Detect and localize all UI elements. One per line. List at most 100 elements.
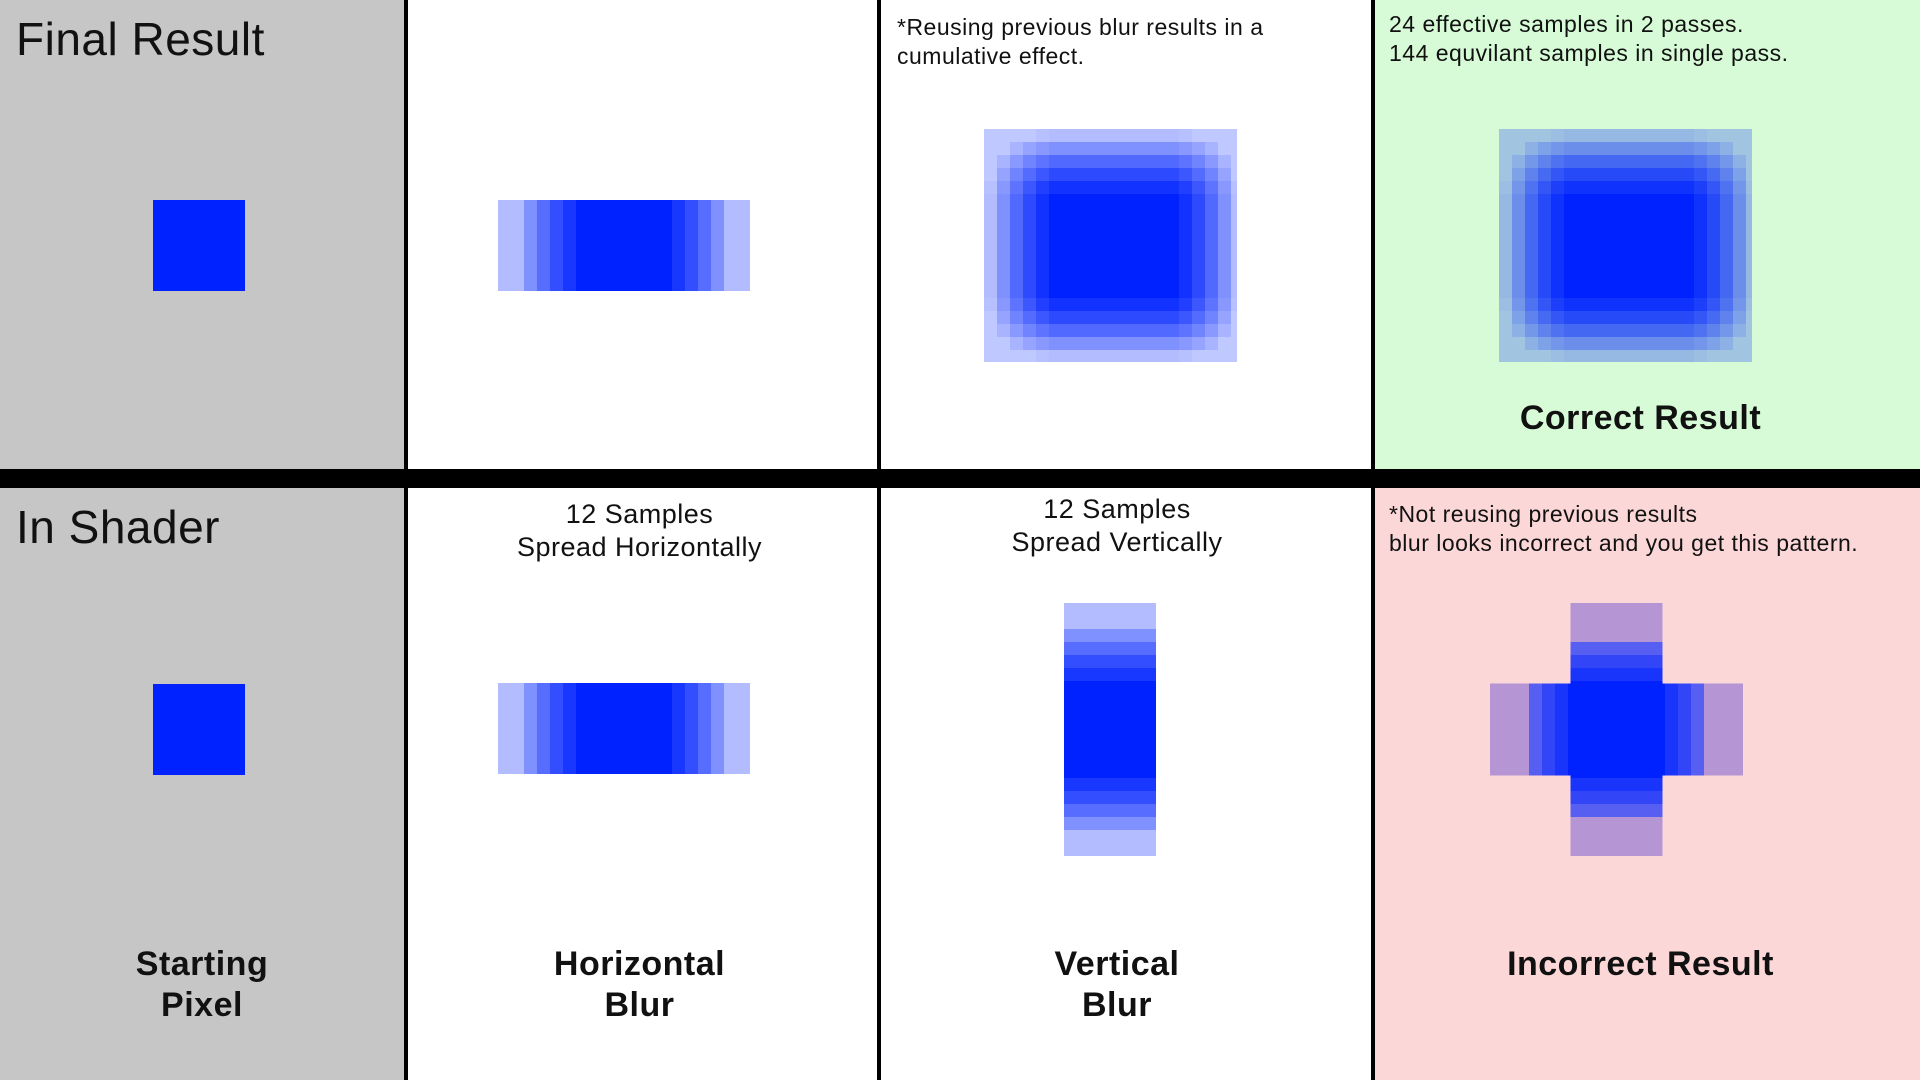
blur-cell <box>1603 298 1616 311</box>
blur-cell <box>1655 220 1668 233</box>
blur-cell <box>1590 220 1603 233</box>
blur-band <box>670 200 672 291</box>
blur-cell <box>1192 285 1205 298</box>
blur-cell <box>1192 298 1205 311</box>
blur-cell <box>1551 272 1564 285</box>
cumulative-note: *Reusing previous blur results in a cumu… <box>897 13 1264 71</box>
blur-cell <box>1720 259 1733 272</box>
blur-cell <box>1642 285 1655 298</box>
blur-cell <box>1746 272 1752 285</box>
blur-cell <box>1603 311 1616 324</box>
blur-cell <box>1603 246 1616 259</box>
blur-cell <box>1049 246 1062 259</box>
blur-cell <box>1036 233 1049 246</box>
blur-cell <box>1192 220 1205 233</box>
blur-cell <box>1642 207 1655 220</box>
blur-cell <box>1694 298 1707 311</box>
blur-cell <box>1655 311 1668 324</box>
blur-cell <box>1205 168 1218 181</box>
blur-cell <box>997 324 1010 337</box>
blur-cell <box>1062 324 1075 337</box>
blur-cell <box>1512 246 1525 259</box>
blur-cell <box>1114 272 1127 285</box>
blur-cell <box>1166 129 1179 142</box>
blur-cell <box>1629 272 1642 285</box>
blur-cell <box>1499 181 1512 194</box>
blur-cell <box>1603 324 1616 337</box>
blur-cell <box>1192 324 1205 337</box>
blur-cell <box>1049 259 1062 272</box>
blur-cell <box>1499 194 1512 207</box>
blur-cell <box>1192 142 1205 155</box>
blur-band <box>1555 683 1568 776</box>
blur-cell <box>1616 324 1629 337</box>
blur-cell <box>1166 298 1179 311</box>
blur-core <box>1064 683 1156 776</box>
cross-blur-pattern-icon <box>1490 603 1743 856</box>
blur-cell <box>1707 259 1720 272</box>
blur-cell <box>1231 181 1237 194</box>
blur-cell <box>1062 220 1075 233</box>
blur-cell <box>1101 233 1114 246</box>
blur-cell <box>1499 311 1512 324</box>
blur-cell <box>1668 272 1681 285</box>
blur-cell <box>1681 285 1694 298</box>
blur-cell <box>1127 350 1140 362</box>
blur-cell <box>1616 194 1629 207</box>
blur-cell <box>1231 233 1237 246</box>
blur-cell <box>1010 194 1023 207</box>
blur-cell <box>1140 142 1153 155</box>
blur-cell <box>1075 155 1088 168</box>
blur-cell <box>1062 285 1075 298</box>
blur-cell <box>1218 194 1231 207</box>
blur-cell <box>1036 259 1049 272</box>
blur-cell <box>1538 337 1551 350</box>
blur-band <box>1490 683 1503 776</box>
blur-cell <box>1088 168 1101 181</box>
blur-cell <box>1577 246 1590 259</box>
blur-cell <box>1707 350 1720 362</box>
blur-cell <box>1499 324 1512 337</box>
blur-cell <box>1127 337 1140 350</box>
blur-cell <box>1218 181 1231 194</box>
blur-cell <box>1114 129 1127 142</box>
blue-pixel-square-icon <box>153 684 245 775</box>
blur-cell <box>1140 233 1153 246</box>
blur-cell <box>1127 220 1140 233</box>
blur-cell <box>1499 246 1512 259</box>
blur-cell <box>1655 233 1668 246</box>
blur-cell <box>1114 298 1127 311</box>
blur-cell <box>1590 350 1603 362</box>
blur-cell <box>1101 181 1114 194</box>
blur-band <box>1568 683 1571 776</box>
blur-cell <box>1694 142 1707 155</box>
blur-cell <box>1746 181 1752 194</box>
blur-cell <box>1720 168 1733 181</box>
blur-cell <box>1153 272 1166 285</box>
blur-cell <box>1114 194 1127 207</box>
blur-cell <box>1153 285 1166 298</box>
blur-cell <box>1010 181 1023 194</box>
blur-cell <box>1062 168 1075 181</box>
pixel-rect <box>153 200 245 291</box>
blur-cell <box>1720 246 1733 259</box>
blur-cell <box>1512 207 1525 220</box>
blur-cell <box>1023 168 1036 181</box>
blur-band <box>1064 642 1156 655</box>
blur-band <box>724 200 737 291</box>
blur-cell <box>1075 233 1088 246</box>
blur-cell <box>1694 311 1707 324</box>
blur-cell <box>1231 207 1237 220</box>
blur-cell <box>1049 142 1062 155</box>
blur-cell <box>1088 129 1101 142</box>
blur-cell <box>1179 142 1192 155</box>
horizontal-blur-panel: 12 Samples Spread Horizontally Horizonta… <box>408 488 877 1080</box>
final-vertical-panel: *Reusing previous blur results in a cumu… <box>881 0 1371 469</box>
blur-cell <box>1733 259 1746 272</box>
blur-cell <box>1101 142 1114 155</box>
blur-cell <box>1101 155 1114 168</box>
blur-cell <box>1564 259 1577 272</box>
blur-cell <box>1525 155 1538 168</box>
blur-cell <box>1577 272 1590 285</box>
pixel-rect <box>153 684 245 775</box>
